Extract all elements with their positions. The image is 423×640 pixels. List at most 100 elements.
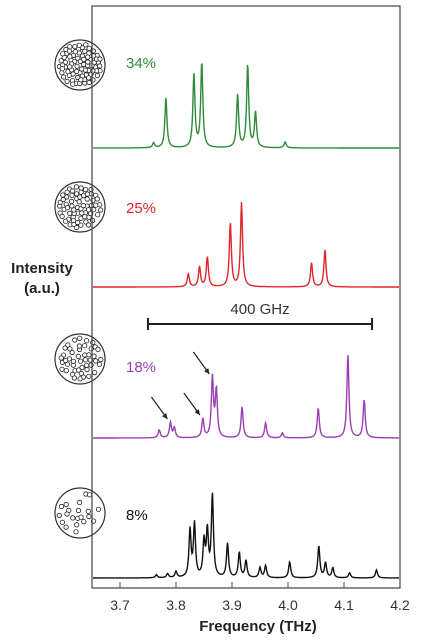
arrow-head	[204, 368, 210, 374]
particle	[62, 218, 69, 224]
series-trace	[93, 355, 399, 439]
particle	[81, 56, 87, 63]
particle	[72, 337, 78, 343]
particle	[92, 369, 98, 376]
particle-disk-3	[54, 487, 106, 539]
particle	[84, 366, 90, 373]
particle	[93, 202, 99, 208]
particle-disk-1	[54, 181, 106, 233]
particle	[69, 188, 76, 194]
particle	[62, 345, 68, 351]
particle	[77, 335, 83, 341]
particle	[78, 370, 84, 376]
particle	[95, 346, 101, 352]
particle	[69, 349, 75, 356]
x-tick-label: 3.9	[222, 597, 242, 613]
particle	[67, 64, 73, 70]
particle	[82, 48, 88, 54]
y-axis-title-line2: (a.u.)	[24, 280, 60, 297]
particle	[88, 186, 94, 193]
particle	[86, 45, 92, 51]
particle	[78, 77, 84, 83]
particle	[98, 356, 104, 363]
particle	[64, 205, 71, 211]
particle	[82, 343, 88, 349]
particle	[70, 71, 76, 77]
x-tick-label: 4.1	[334, 597, 354, 613]
series-line	[92, 62, 399, 149]
particle	[69, 192, 75, 198]
particle	[72, 49, 78, 55]
particle	[70, 358, 77, 364]
trace-layer	[92, 62, 399, 579]
particle	[95, 212, 101, 218]
particle-disk-0	[54, 39, 106, 91]
particle	[79, 66, 85, 72]
particle	[95, 506, 102, 512]
particle	[98, 207, 104, 213]
particle	[71, 375, 78, 381]
panel-layer: 34% 25% 18% 8%	[54, 39, 156, 539]
particle	[76, 199, 82, 205]
particle	[74, 522, 80, 528]
particle	[78, 358, 84, 364]
particle	[94, 196, 100, 202]
particle	[78, 514, 84, 520]
particle	[60, 192, 66, 198]
particle	[77, 376, 83, 382]
density-label: 25%	[126, 200, 156, 217]
particle	[75, 507, 82, 514]
particle	[85, 508, 91, 514]
particle	[84, 191, 91, 197]
particle	[85, 54, 91, 60]
particle	[70, 515, 76, 521]
series-line	[93, 202, 399, 288]
particle	[76, 367, 82, 373]
particle	[68, 198, 75, 204]
particle	[83, 187, 89, 193]
particle	[70, 81, 76, 87]
series-trace	[93, 202, 399, 288]
particle	[73, 184, 80, 190]
particle	[83, 42, 89, 48]
particle	[60, 74, 67, 80]
particle	[59, 66, 65, 72]
particle	[63, 367, 69, 374]
density-label: 8%	[126, 507, 148, 524]
particle	[84, 362, 90, 368]
series-trace	[93, 492, 399, 579]
particle	[97, 56, 103, 62]
particle	[90, 68, 96, 74]
particle	[96, 361, 103, 367]
particle	[67, 210, 73, 216]
particle	[75, 219, 81, 226]
particle	[87, 492, 93, 498]
scale-bar-label: 400 GHz	[230, 301, 289, 318]
x-tick-label: 3.7	[110, 597, 130, 613]
particle	[86, 373, 92, 379]
particle	[76, 42, 82, 48]
axis-layer: 3.7 3.8 3.9 4.0 4.1 4.2 Frequency (THz) Intensi…	[11, 5, 410, 635]
series-line	[93, 492, 399, 579]
particle	[57, 199, 63, 205]
particle	[56, 512, 62, 519]
x-axis-title: Frequency (THz)	[199, 618, 317, 635]
particle	[59, 213, 65, 219]
particle	[80, 203, 86, 209]
particle	[73, 529, 79, 535]
particle	[86, 75, 92, 81]
particle	[58, 503, 65, 510]
particle	[81, 518, 87, 525]
particle	[84, 338, 90, 344]
particle	[77, 499, 83, 505]
particle	[59, 366, 65, 372]
particle	[66, 48, 73, 54]
particle	[67, 346, 73, 352]
particle	[86, 513, 92, 520]
particle	[82, 214, 88, 220]
x-tick-label: 4.2	[390, 597, 410, 613]
particle	[58, 355, 64, 361]
particle	[67, 54, 73, 60]
particle	[97, 63, 103, 69]
